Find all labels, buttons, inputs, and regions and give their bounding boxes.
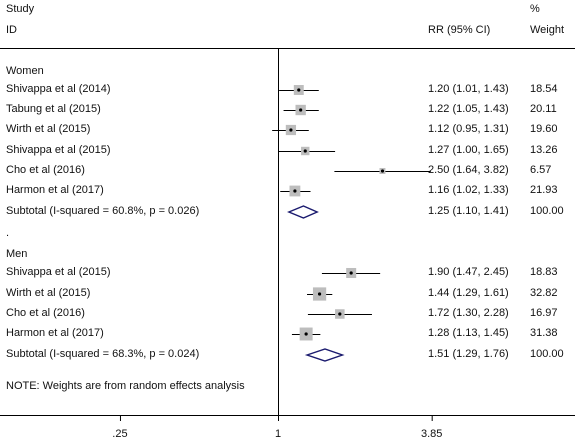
point-estimate — [349, 271, 353, 275]
ci-text: 1.44 (1.29, 1.61) — [428, 287, 509, 299]
weight-text: 18.83 — [530, 266, 558, 278]
ci-text: 1.16 (1.02, 1.33) — [428, 184, 509, 196]
group-separator: . — [6, 227, 10, 239]
study-label: Cho et al (2016) — [6, 307, 85, 319]
subtotal-weight-text: 100.00 — [530, 205, 564, 217]
weight-text: 18.54 — [530, 83, 558, 95]
weight-text: 20.11 — [530, 103, 557, 115]
footnote: NOTE: Weights are from random effects an… — [6, 380, 245, 392]
study-label: Wirth et al (2015) — [6, 287, 91, 299]
study-label: Shivappa et al (2015) — [6, 144, 111, 156]
study-label: Harmon et al (2017) — [6, 327, 104, 339]
study-label: Cho et al (2016) — [6, 164, 85, 176]
weight-text: 31.38 — [530, 327, 558, 339]
ci-text: 1.28 (1.13, 1.45) — [428, 327, 509, 339]
point-estimate — [289, 128, 293, 132]
x-tick-label: 3.85 — [420, 428, 443, 440]
subtotal-ci-text: 1.25 (1.10, 1.41) — [428, 205, 509, 217]
group-label: Women — [6, 65, 44, 77]
study-label: Wirth et al (2015) — [6, 123, 91, 135]
point-estimate — [293, 189, 297, 193]
study-label: Tabung et al (2015) — [6, 103, 101, 115]
rr-ci-header: RR (95% CI) — [428, 24, 491, 36]
ci-text: 1.27 (1.00, 1.65) — [428, 144, 509, 156]
ci-text: 1.22 (1.05, 1.43) — [428, 103, 509, 115]
ci-text: 1.12 (0.95, 1.31) — [428, 123, 509, 135]
point-estimate — [317, 292, 322, 296]
subtotal-label: Subtotal (I-squared = 68.3%, p = 0.024) — [6, 348, 200, 360]
subtotal-diamond — [304, 348, 345, 362]
point-estimate — [303, 149, 307, 153]
weight-text: 19.60 — [530, 123, 558, 135]
weight-text: 32.82 — [530, 287, 558, 299]
subtotal-label: Subtotal (I-squared = 60.8%, p = 0.026) — [6, 205, 200, 217]
study-label: Shivappa et al (2015) — [6, 266, 111, 278]
subtotal-ci-text: 1.51 (1.29, 1.76) — [428, 348, 509, 360]
weight-header: Weight — [530, 24, 565, 36]
group-label: Men — [6, 248, 28, 260]
study-header: Study — [6, 3, 35, 15]
weight-text: 13.26 — [530, 144, 558, 156]
x-tick-label: 1 — [274, 428, 282, 440]
point-estimate — [338, 312, 342, 316]
subtotal-weight-text: 100.00 — [530, 348, 564, 360]
ci-text: 2.50 (1.64, 3.82) — [428, 164, 509, 176]
point-estimate — [380, 169, 385, 173]
percent-header: % — [530, 3, 540, 15]
x-tick-label: .25 — [112, 428, 128, 440]
study-label: Shivappa et al (2014) — [6, 83, 111, 95]
ci-text: 1.90 (1.47, 2.45) — [428, 266, 509, 278]
ci-text: 1.20 (1.01, 1.43) — [428, 83, 509, 95]
ci-text: 1.72 (1.30, 2.28) — [428, 307, 509, 319]
weight-text: 16.97 — [530, 307, 558, 319]
id-header: ID — [6, 24, 17, 36]
point-estimate — [304, 332, 308, 336]
point-estimate — [299, 108, 303, 112]
point-estimate — [297, 88, 301, 92]
weight-text: 21.93 — [530, 184, 558, 196]
subtotal-diamond — [287, 205, 319, 219]
weight-text: 6.57 — [530, 164, 552, 176]
study-label: Harmon et al (2017) — [6, 184, 104, 196]
